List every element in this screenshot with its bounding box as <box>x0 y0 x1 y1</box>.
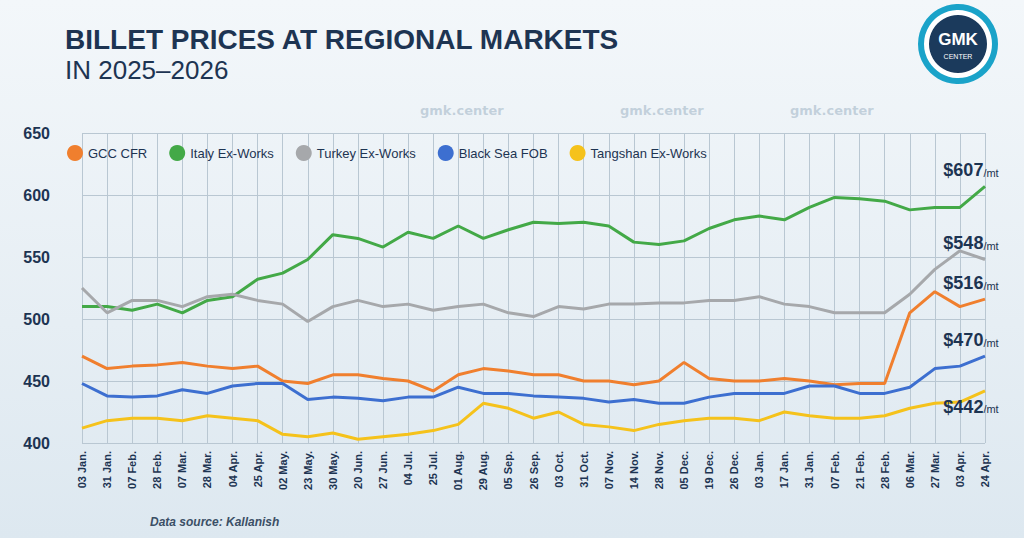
svg-text:24 Apr.: 24 Apr. <box>979 451 991 487</box>
svg-text:07 Mar.: 07 Mar. <box>176 451 188 488</box>
svg-text:CENTER: CENTER <box>944 53 973 60</box>
svg-text:07 Feb.: 07 Feb. <box>126 451 138 489</box>
svg-text:650: 650 <box>23 125 50 142</box>
svg-text:IN 2025–2026: IN 2025–2026 <box>65 55 228 85</box>
svg-text:28 Feb.: 28 Feb. <box>879 451 891 489</box>
svg-text:04 Jul.: 04 Jul. <box>402 451 414 485</box>
svg-text:gmk.center: gmk.center <box>420 103 504 118</box>
svg-text:$442: $442 <box>943 397 983 417</box>
svg-text:03 Jan.: 03 Jan. <box>76 451 88 488</box>
svg-text:28 Feb.: 28 Feb. <box>151 451 163 489</box>
svg-text:/mt: /mt <box>983 403 998 415</box>
svg-text:Turkey Ex-Works: Turkey Ex-Works <box>317 146 416 161</box>
svg-text:02 May.: 02 May. <box>277 451 289 490</box>
svg-text:26 Sep.: 26 Sep. <box>528 451 540 490</box>
svg-text:450: 450 <box>23 373 50 390</box>
svg-text:25 Jul.: 25 Jul. <box>427 451 439 485</box>
svg-text:31 Jan.: 31 Jan. <box>101 451 113 488</box>
svg-text:27 Jun.: 27 Jun. <box>377 451 389 489</box>
svg-text:gmk.center: gmk.center <box>790 103 874 118</box>
svg-text:26 Dec.: 26 Dec. <box>728 451 740 490</box>
svg-text:$516: $516 <box>943 273 983 293</box>
svg-text:GMK: GMK <box>938 30 978 49</box>
svg-text:20 Jun.: 20 Jun. <box>352 451 364 489</box>
svg-text:Black Sea FOB: Black Sea FOB <box>459 146 548 161</box>
svg-text:31 Oct.: 31 Oct. <box>578 451 590 488</box>
svg-text:/mt: /mt <box>983 240 998 252</box>
svg-text:BILLET PRICES AT REGIONAL MARK: BILLET PRICES AT REGIONAL MARKETS <box>65 24 618 55</box>
svg-text:03 Oct.: 03 Oct. <box>553 451 565 488</box>
svg-text:/mt: /mt <box>983 337 998 349</box>
svg-text:600: 600 <box>23 187 50 204</box>
svg-text:Tangshan Ex-Works: Tangshan Ex-Works <box>591 146 708 161</box>
svg-text:27 Mar.: 27 Mar. <box>929 451 941 488</box>
svg-text:$470: $470 <box>943 330 983 350</box>
svg-text:gmk.center: gmk.center <box>620 103 704 118</box>
svg-text:30 May.: 30 May. <box>327 451 339 490</box>
svg-text:28 Nov.: 28 Nov. <box>653 451 665 489</box>
svg-text:/mt: /mt <box>983 167 998 179</box>
svg-text:23 May.: 23 May. <box>302 451 314 490</box>
svg-text:29 Aug.: 29 Aug. <box>477 451 489 490</box>
svg-text:04 Apr.: 04 Apr. <box>227 451 239 487</box>
svg-text:03 Jan.: 03 Jan. <box>753 451 765 488</box>
svg-text:/mt: /mt <box>983 280 998 292</box>
svg-text:25 Apr.: 25 Apr. <box>252 451 264 487</box>
svg-text:$607: $607 <box>943 160 983 180</box>
svg-text:19 Dec.: 19 Dec. <box>703 451 715 490</box>
svg-text:GCC CFR: GCC CFR <box>88 146 147 161</box>
svg-text:01 Aug.: 01 Aug. <box>452 451 464 490</box>
svg-text:400: 400 <box>23 435 50 452</box>
svg-text:06 Mar.: 06 Mar. <box>904 451 916 488</box>
svg-text:550: 550 <box>23 249 50 266</box>
svg-text:17 Jan.: 17 Jan. <box>778 451 790 488</box>
svg-text:03 Apr.: 03 Apr. <box>954 451 966 487</box>
svg-text:14 Nov.: 14 Nov. <box>628 451 640 489</box>
svg-text:05 Dec.: 05 Dec. <box>678 451 690 490</box>
svg-text:07 Feb.: 07 Feb. <box>829 451 841 489</box>
svg-text:Data source: Kallanish: Data source: Kallanish <box>150 515 279 529</box>
svg-text:500: 500 <box>23 311 50 328</box>
svg-text:21 Feb.: 21 Feb. <box>854 451 866 489</box>
svg-text:07 Nov.: 07 Nov. <box>603 451 615 489</box>
svg-text:$548: $548 <box>943 233 983 253</box>
svg-text:31 Jan.: 31 Jan. <box>803 451 815 488</box>
svg-text:28 Mar.: 28 Mar. <box>201 451 213 488</box>
svg-text:05 Sep.: 05 Sep. <box>502 451 514 490</box>
svg-text:Italy Ex-Works: Italy Ex-Works <box>190 146 274 161</box>
